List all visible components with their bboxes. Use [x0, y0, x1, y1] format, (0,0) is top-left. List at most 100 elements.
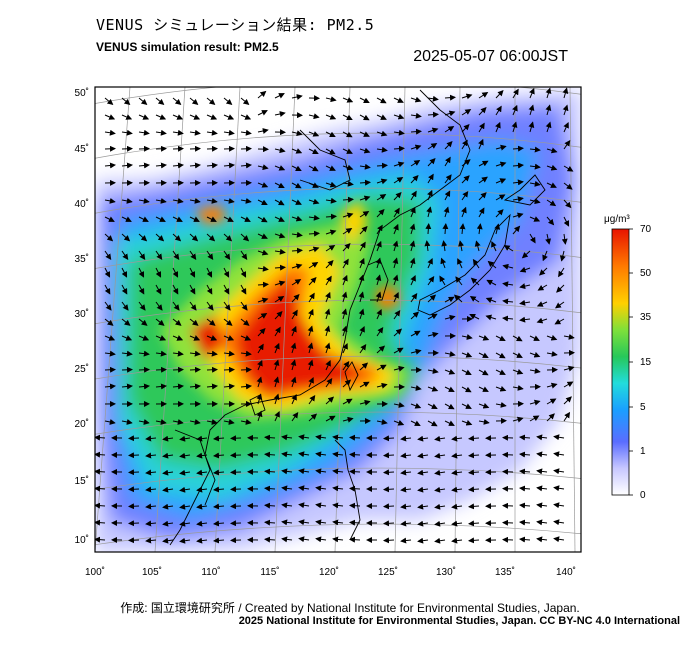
wind-arrow: [179, 486, 191, 493]
longitude-axis: 100˚ 105˚ 110˚ 115˚ 120˚ 125˚ 130˚ 135˚ 140˚: [85, 566, 576, 578]
wind-arrow: [410, 402, 422, 409]
lat-tick-label: 45˚: [75, 143, 89, 155]
wind-arrow: [104, 114, 116, 120]
colorbar-tick-label: 15: [640, 357, 652, 368]
wind-arrow: [274, 296, 285, 303]
wind-arrow: [274, 182, 285, 189]
wind-arrow: [410, 144, 422, 151]
wind-arrow: [308, 113, 320, 120]
wind-arrow: [444, 420, 455, 426]
wind-arrow: [308, 376, 314, 388]
wind-arrow: [240, 301, 248, 311]
lon-tick-label: 140˚: [556, 566, 576, 578]
wind-arrow: [487, 260, 497, 269]
wind-arrow: [359, 225, 368, 235]
colorbar-tick-label: 50: [640, 268, 652, 279]
wind-arrow: [213, 469, 225, 476]
wind-arrow: [536, 434, 548, 441]
wind-arrow: [104, 318, 114, 326]
wind-arrow: [179, 452, 191, 459]
wind-arrow: [468, 520, 480, 527]
wind-arrow: [383, 469, 395, 476]
wind-arrow: [290, 376, 297, 388]
lon-tick-label: 105˚: [142, 566, 162, 578]
wind-arrow: [376, 345, 386, 354]
wind-arrow: [393, 129, 405, 136]
lat-tick-label: 10˚: [75, 534, 89, 546]
wind-arrow: [332, 485, 344, 492]
wind-arrow: [342, 274, 348, 286]
wind-arrow: [162, 503, 174, 510]
wind-arrow: [359, 399, 371, 406]
wind-arrow: [359, 343, 367, 354]
lat-tick-label: 30˚: [75, 308, 89, 320]
wind-arrow: [529, 399, 541, 406]
wind-arrow: [95, 485, 106, 492]
wind-arrow: [223, 419, 235, 425]
wind-arrow: [536, 536, 548, 543]
wind-arrow: [206, 129, 218, 136]
wind-arrow: [315, 519, 327, 526]
wind-arrow: [155, 216, 166, 222]
wind-arrow: [121, 335, 133, 341]
wind-arrow: [172, 284, 179, 295]
wind-arrow: [451, 435, 463, 442]
wind-arrow: [291, 182, 302, 189]
wind-arrow: [427, 143, 438, 150]
wind-arrow: [274, 264, 286, 271]
colorbar-tick-label: 1: [640, 446, 646, 457]
wind-arrow: [240, 383, 252, 390]
wind-arrow: [393, 328, 403, 337]
wind-arrow: [478, 122, 485, 133]
wind-arrow: [461, 419, 473, 426]
wind-arrow: [223, 284, 230, 295]
wind-arrow: [512, 104, 518, 116]
wind-arrow: [223, 267, 230, 278]
wind-arrow: [264, 485, 276, 492]
wind-arrow: [358, 291, 365, 303]
wind-arrow: [529, 87, 535, 99]
wind-arrow: [121, 114, 133, 120]
wind-arrow: [349, 468, 361, 475]
wind-arrow: [495, 385, 507, 392]
wind-arrow: [536, 317, 548, 324]
wind-arrow: [290, 342, 297, 354]
wind-arrow: [478, 334, 490, 341]
wind-arrow: [546, 182, 557, 188]
wind-arrow: [376, 114, 387, 120]
wind-arrow: [427, 127, 439, 134]
wind-arrow: [444, 126, 455, 133]
wind-arrow: [179, 435, 191, 442]
wind-arrow: [223, 350, 235, 357]
wind-arrow: [307, 325, 314, 337]
wind-arrow: [559, 250, 566, 262]
wind-arrow: [342, 97, 354, 103]
wind-arrow: [223, 250, 231, 261]
wind-arrow: [206, 114, 218, 120]
wind-arrow: [529, 163, 541, 170]
wind-arrow: [264, 519, 276, 526]
wind-arrow: [444, 386, 455, 392]
wind-arrow: [291, 231, 303, 238]
wind-arrow: [393, 223, 399, 235]
wind-arrow: [189, 216, 200, 222]
wind-arrow: [128, 520, 140, 527]
colorbar-unit: μg/m³: [604, 214, 630, 225]
lon-tick-label: 130˚: [436, 566, 456, 578]
wind-arrow: [196, 486, 208, 493]
wind-arrow: [189, 197, 201, 204]
wind-arrow: [461, 109, 472, 116]
wind-arrow: [410, 348, 422, 355]
wind-arrow: [325, 275, 332, 286]
wind-arrow: [274, 310, 283, 320]
wind-arrow: [512, 352, 523, 358]
wind-arrow: [308, 230, 320, 237]
wind-arrow: [410, 330, 421, 337]
wind-arrow: [264, 451, 276, 458]
wind-arrow: [410, 128, 422, 135]
wind-arrow: [189, 419, 201, 425]
wind-arrow: [502, 298, 514, 305]
wind-arrow: [376, 308, 382, 320]
wind-arrow: [461, 159, 471, 167]
wind-arrow: [478, 176, 488, 184]
